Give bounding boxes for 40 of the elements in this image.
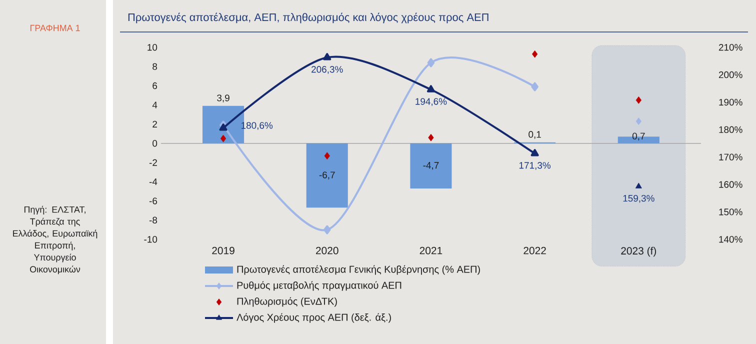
legend-label: Λόγος Χρέους προς ΑΕΠ (δεξ. άξ.) (236, 313, 391, 323)
y2-tick-label: 190% (719, 98, 742, 106)
y-tick-label: 8 (152, 63, 158, 70)
data-label: 159,3% (623, 194, 654, 203)
x-tick-label: 2019 (212, 246, 234, 254)
x-tick-label: 2021 (420, 246, 442, 254)
x-tick-label: 2020 (316, 246, 338, 254)
y2-tick-label: 200% (718, 71, 742, 78)
chart-title: Πρωτογενές αποτέλεσμα, ΑΕΠ, πληθωρισμός και λόγος χρέους προς ΑΕΠ (128, 12, 488, 24)
y-tick-label: -2 (149, 159, 157, 166)
y-tick-label: 0 (152, 140, 158, 147)
y-tick-label: -8 (149, 216, 158, 224)
y-tick-label: 6 (152, 82, 158, 90)
y-tick-label: -10 (144, 236, 158, 243)
text: Πηγή: ΕΛΣΤΑΤ, Τράπεζα της Ελλάδος, Ευρωπαϊκή Επιτροπή, Υπουργείο Οικονομικών (13, 206, 98, 274)
data-label: 3,9 (217, 94, 230, 102)
data-label: -6,7 (319, 172, 335, 180)
x-tick-label: 2022 (524, 246, 546, 254)
y-tick-label: -6 (149, 198, 158, 204)
y-tick-label: 2 (152, 120, 157, 128)
y2-tick-label: 170% (719, 154, 742, 160)
x-tick-label: 2023 (f) (621, 246, 656, 257)
legend-label: Πρωτογενές αποτέλεσμα Γενικής Κυβέρνησης (% ΑΕΠ) (237, 265, 480, 275)
y2-tick-label: 210% (718, 44, 742, 51)
data-label: -4,7 (423, 162, 439, 170)
data-label: 206,3% (312, 66, 343, 74)
legend-label: Ρυθμός μεταβολής πραγματικού ΑΕΠ (237, 281, 402, 291)
y-tick-label: -4 (149, 178, 158, 186)
text: ΓΡΑΦΗΜΑ 1 (30, 24, 80, 32)
y-tick-label: 10 (148, 44, 158, 51)
data-label: 171,3% (519, 162, 551, 170)
y2-tick-label: 150% (719, 208, 742, 216)
legend-label: Πληθωρισμός (ΕνΔΤΚ) (237, 297, 337, 307)
data-label: 194,6% (416, 98, 447, 106)
y-tick-label: 4 (152, 102, 158, 108)
y2-tick-label: 140% (719, 236, 742, 243)
y2-tick-label: 160% (719, 181, 742, 188)
data-label: 0,7 (632, 132, 645, 141)
y2-tick-label: 180% (719, 126, 742, 133)
data-label: 0,1 (528, 131, 541, 139)
